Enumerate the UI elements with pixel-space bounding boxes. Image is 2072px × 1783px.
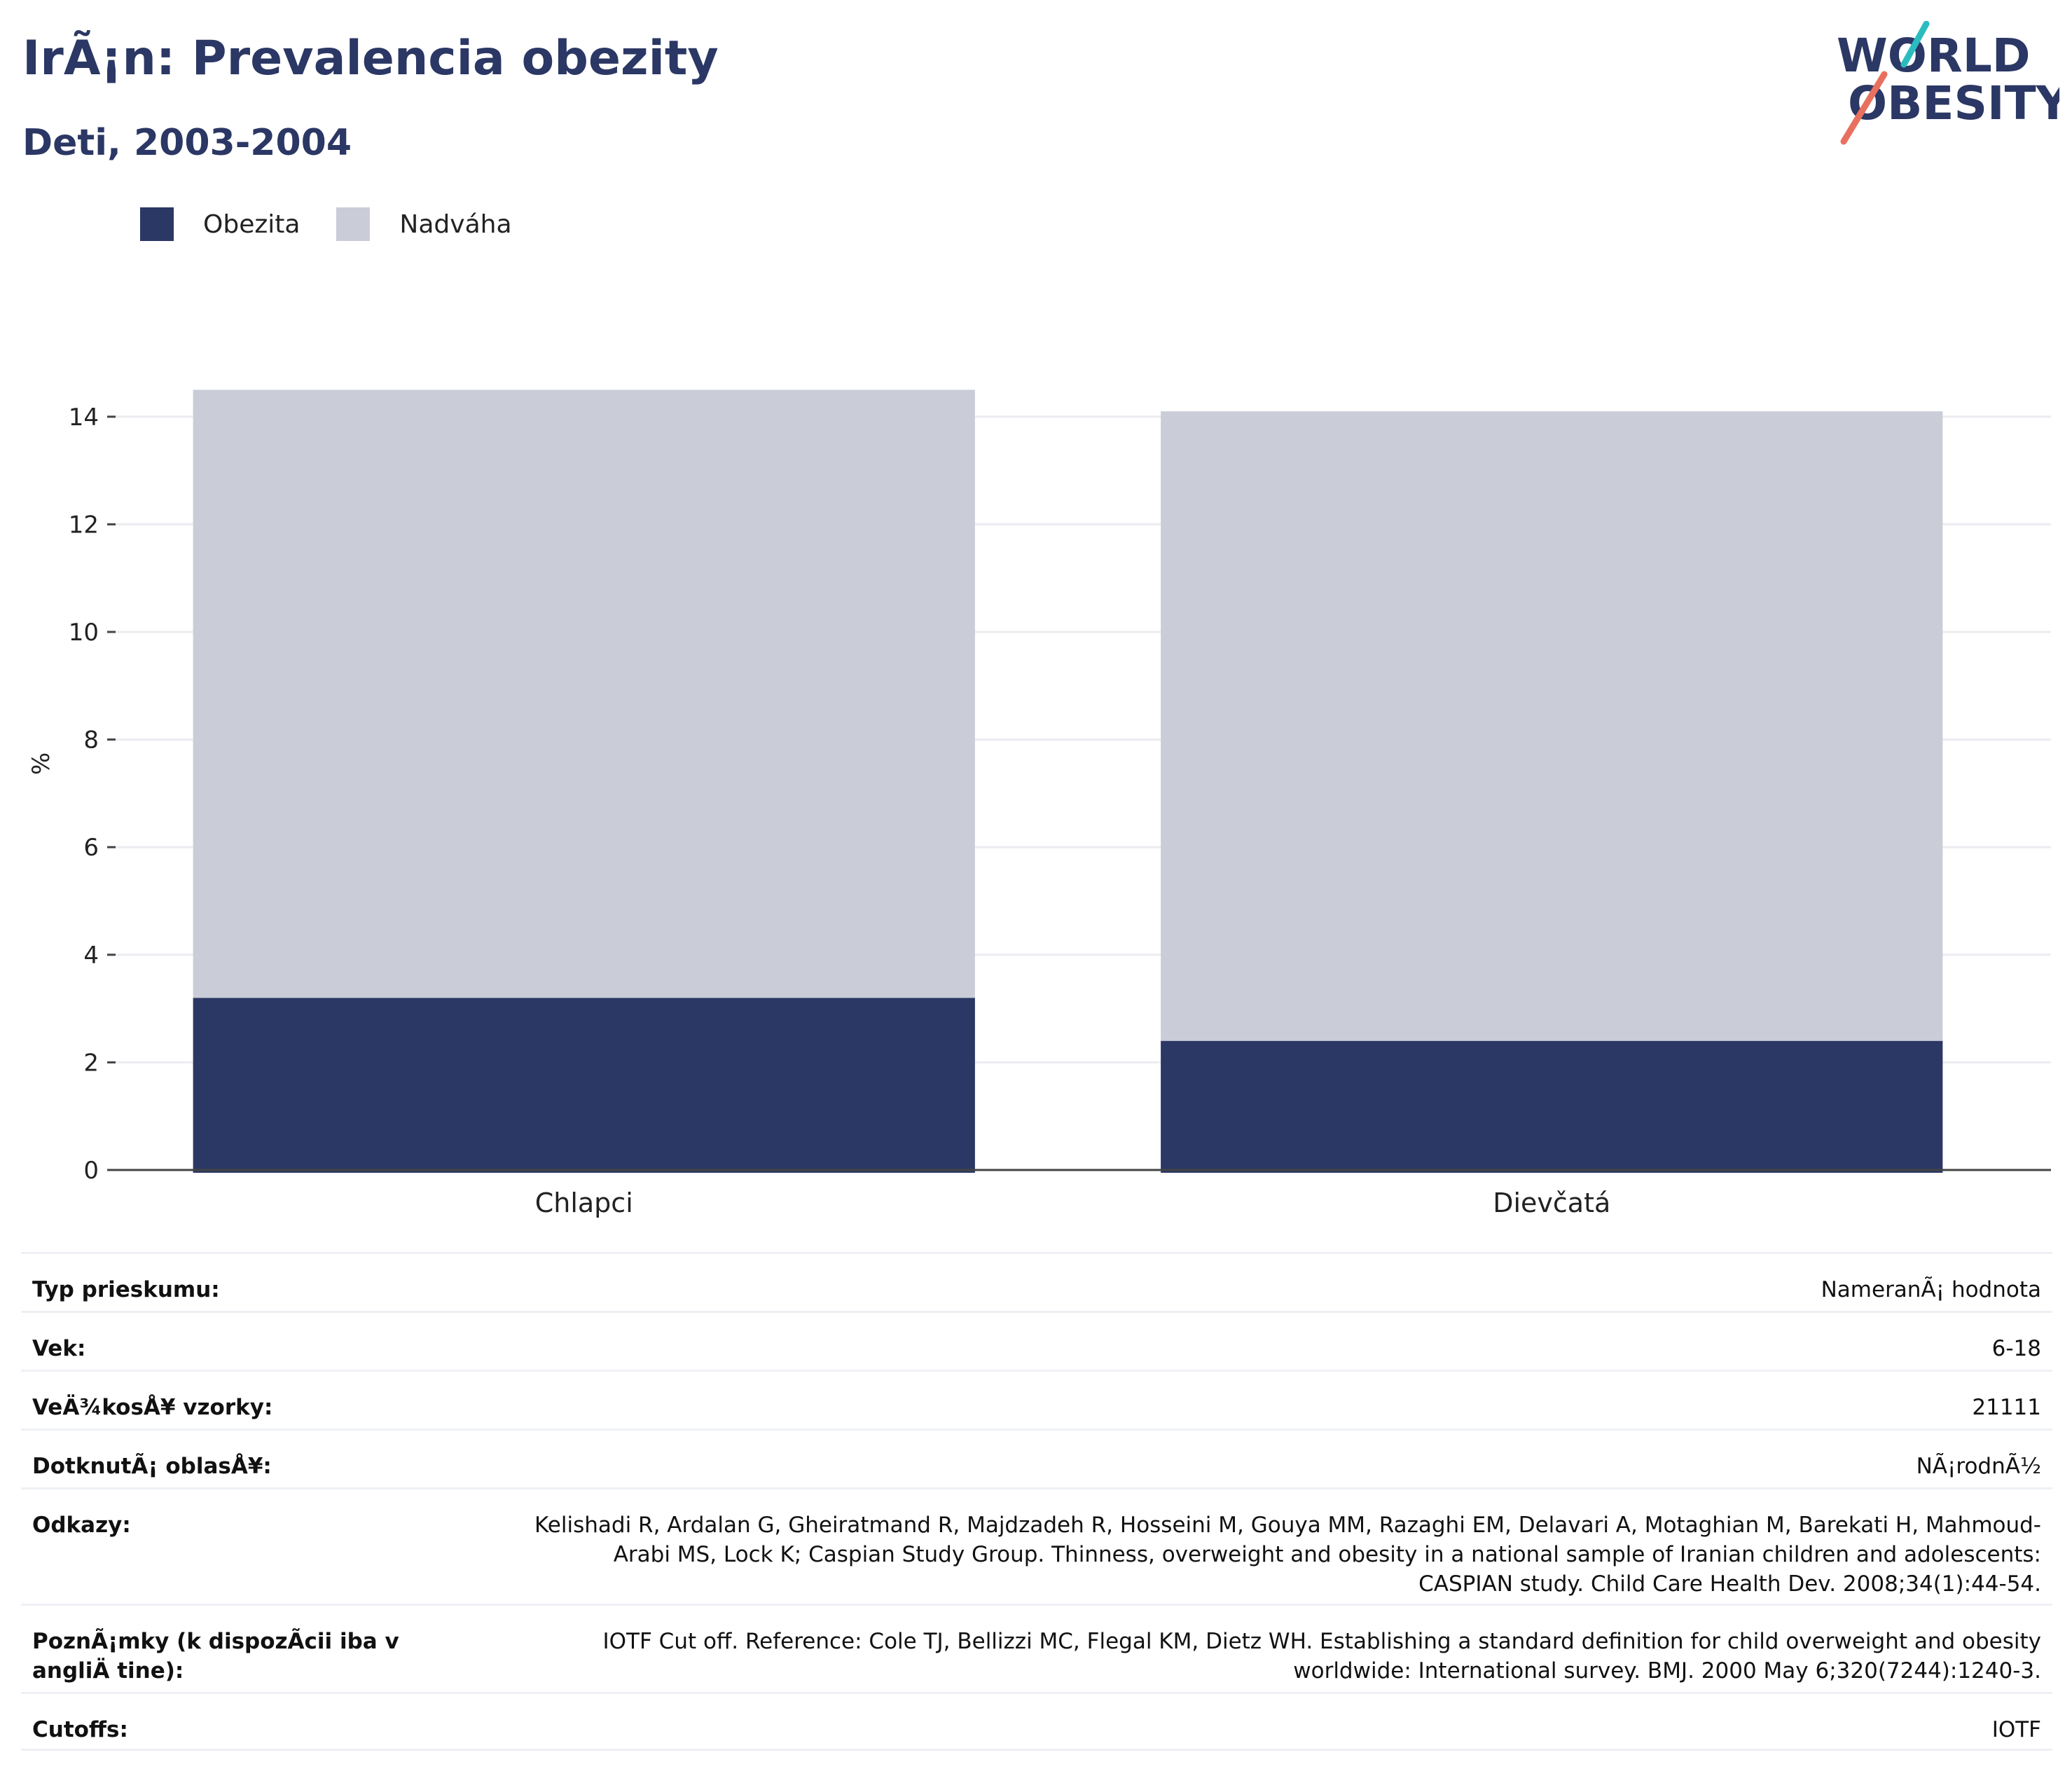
info-row: DotknutÃ¡ oblasÅ¥: NÃ¡rodnÃ½ (21, 1429, 2052, 1487)
info-key: VeÄ¾kosÅ¥ vzorky: (32, 1395, 273, 1420)
x-category-label: Dievčatá (1493, 1187, 1610, 1218)
info-key: Cutoffs: (32, 1717, 128, 1742)
info-value: IOTF (1991, 1717, 2041, 1742)
bar-overweight-1[interactable] (193, 390, 975, 998)
y-tick-labels: 0 2 4 6 8 10 12 14 (69, 404, 116, 1185)
y-tick-label: 4 (83, 942, 99, 970)
info-value: NameranÃ¡ hodnota (1821, 1277, 2041, 1302)
x-category-labels: Chlapci Dievčatá (535, 1187, 1611, 1218)
y-tick-label: 2 (83, 1049, 99, 1077)
info-value: NÃ¡rodnÃ½ (1916, 1454, 2041, 1479)
y-tick-label: 0 (83, 1157, 99, 1185)
logo-coral-stroke (1840, 71, 1888, 145)
legend-item-overweight[interactable]: Nadváha (336, 207, 512, 241)
y-tick-label: 12 (69, 511, 99, 539)
logo-teal-stroke (1900, 21, 1930, 68)
info-key: Odkazy: (32, 1513, 131, 1538)
logo-line2: OBESITY (1848, 76, 2059, 130)
info-value: 6-18 (1991, 1336, 2041, 1361)
info-key: DotknutÃ¡ oblasÅ¥: (32, 1454, 272, 1479)
info-row: Vek: 6-18 (21, 1311, 2052, 1370)
info-row: Typ prieskumu: NameranÃ¡ hodnota (21, 1252, 2052, 1311)
info-value: Kelishadi R, Ardalan G, Gheiratmand R, M… (534, 1513, 2041, 1597)
page-subtitle: Deti, 2003-2004 (22, 122, 352, 164)
world-obesity-logo: WORLD OBESITY (1837, 21, 2059, 145)
bars (193, 390, 1943, 1173)
logo-line1: WORLD (1837, 29, 2031, 83)
info-row: PoznÃ¡mky (k dispozÃcii iba v angliÄ tin… (21, 1604, 2052, 1692)
page-title: IrÃ¡n: Prevalencia obezity (22, 31, 719, 86)
bar-overweight-2[interactable] (1161, 411, 1943, 1041)
y-tick-label: 10 (69, 619, 99, 647)
info-row: VeÄ¾kosÅ¥ vzorky: 21111 (21, 1370, 2052, 1429)
legend-swatch-obesity (140, 207, 174, 241)
survey-info-table: Typ prieskumu: NameranÃ¡ hodnota Vek: 6-18 V… (21, 1252, 2052, 1751)
info-key: Typ prieskumu: (32, 1277, 220, 1302)
x-category-label: Chlapci (535, 1187, 633, 1218)
legend-item-obesity[interactable]: Obezita (140, 207, 300, 241)
y-tick-label: 8 (83, 727, 99, 755)
bar-chart: 0 2 4 6 8 10 12 14 Chlapci Dievčatá % (27, 390, 2051, 1218)
info-row: Odkazy: Kelishadi R, Ardalan G, Gheiratma… (21, 1487, 2052, 1604)
bar-obesity-1[interactable] (193, 998, 975, 1173)
legend-label-overweight: Nadváha (399, 209, 512, 239)
bar-obesity-2[interactable] (1161, 1040, 1943, 1173)
info-row: Cutoffs: IOTF (21, 1692, 2052, 1751)
chart-legend: Obezita Nadváha (140, 207, 548, 241)
y-tick-label: 6 (83, 834, 99, 862)
info-key: PoznÃ¡mky (k dispozÃcii iba v angliÄ tin… (32, 1629, 399, 1684)
y-tick-label: 14 (69, 404, 99, 432)
info-key: Vek: (32, 1336, 86, 1361)
legend-swatch-overweight (336, 207, 371, 241)
info-value: IOTF Cut off. Reference: Cole TJ, Belliz… (602, 1629, 2041, 1684)
info-value: 21111 (1972, 1395, 2041, 1420)
legend-label-obesity: Obezita (203, 209, 301, 239)
y-axis-label: % (27, 752, 55, 775)
